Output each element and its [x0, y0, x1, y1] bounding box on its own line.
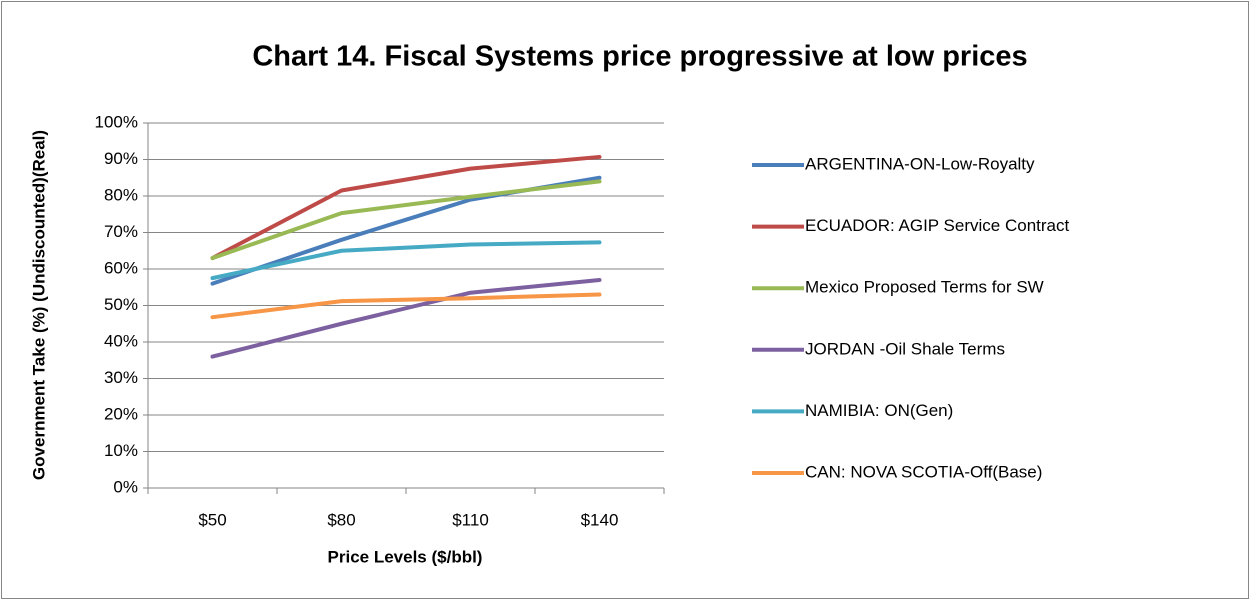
y-axis-label: Government Take (%) (Undiscounted)(Real): [29, 130, 48, 480]
y-tick-label: 30%: [104, 368, 138, 387]
y-tick-label: 60%: [104, 258, 138, 277]
chart-title: Chart 14. Fiscal Systems price progressi…: [252, 41, 1027, 73]
legend-label: NAMIBIA: ON(Gen): [805, 401, 953, 420]
x-axis-label: Price Levels ($/bbl): [328, 547, 483, 566]
series-line: [210, 154, 602, 261]
y-tick-label: 80%: [104, 185, 138, 204]
series-line: [210, 179, 602, 261]
x-tick-label: $50: [198, 510, 226, 529]
series-line: [210, 277, 602, 359]
legend-label: ARGENTINA-ON-Low-Royalty: [805, 154, 1035, 173]
legend-label: JORDAN -Oil Shale Terms: [805, 339, 1005, 358]
y-tick-label: 10%: [104, 441, 138, 460]
y-tick-label: 20%: [104, 404, 138, 423]
y-tick-label: 40%: [104, 331, 138, 350]
y-tick-label: 70%: [104, 222, 138, 241]
legend-label: ECUADOR: AGIP Service Contract: [805, 216, 1069, 235]
y-tick-label: 100%: [95, 112, 138, 131]
x-tick-label: $110: [452, 510, 489, 529]
x-tick-label: $140: [581, 510, 619, 529]
legend-label: Mexico Proposed Terms for SW: [805, 278, 1044, 297]
series-line: [210, 292, 602, 320]
legend-label: CAN: NOVA SCOTIA-Off(Base): [805, 462, 1042, 481]
y-tick-label: 50%: [104, 295, 138, 314]
y-tick-label: 90%: [104, 149, 138, 168]
series-line: [210, 240, 602, 281]
y-tick-label: 0%: [113, 477, 138, 496]
x-tick-label: $80: [327, 510, 355, 529]
